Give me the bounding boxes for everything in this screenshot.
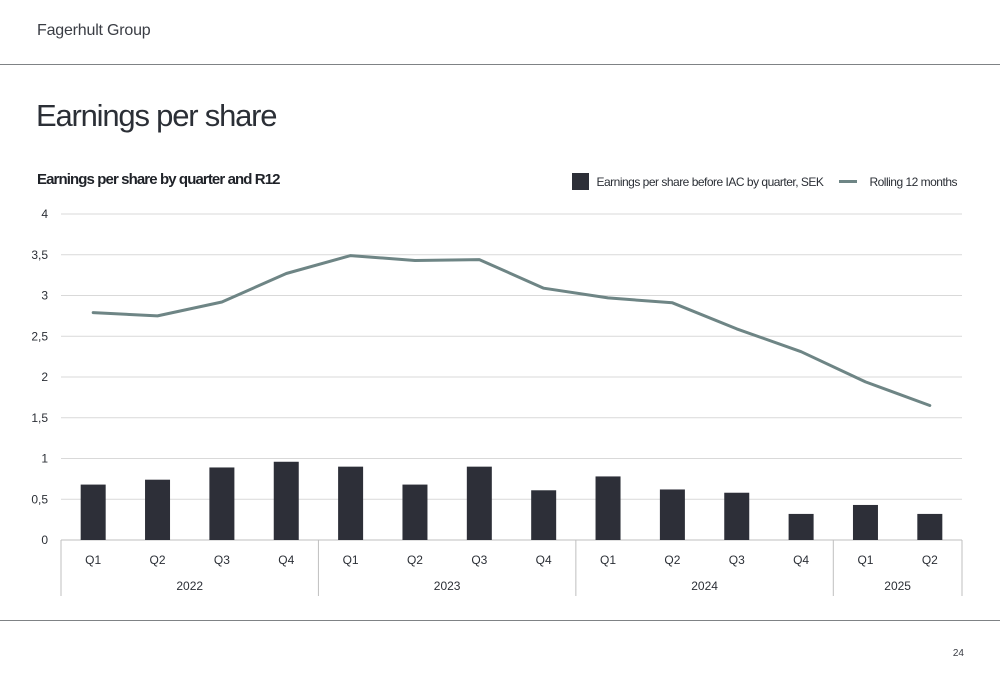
bar [531,490,557,540]
y-tick-label: 1 [41,452,48,466]
bar [724,492,750,540]
y-tick-label: 3,5 [31,248,48,262]
bar [595,476,621,540]
bar [659,489,685,540]
x-tick-label: Q1 [857,553,873,567]
bar [852,504,878,540]
legend-item-bars: Earnings per share before IAC by quarter… [572,173,824,190]
x-tick-label: Q4 [536,553,552,567]
x-tick-label: Q3 [729,553,745,567]
legend-swatch-line [839,180,858,183]
bar [209,467,235,540]
legend-item-line: Rolling 12 months [823,175,957,189]
bar [80,484,106,540]
bottom-rule [0,620,1000,621]
bar [466,466,492,540]
x-tick-label: Q1 [343,553,359,567]
x-tick-label: Q4 [793,553,809,567]
x-tick-label: Q3 [471,553,487,567]
legend-label-line: Rolling 12 months [869,174,957,189]
x-tick-label: Q2 [922,553,938,567]
y-tick-label: 2 [41,370,48,384]
x-tick-label: Q2 [664,553,680,567]
y-tick-label: 1,5 [31,411,48,425]
year-label: 2022 [176,579,203,593]
chart-legend: Earnings per share before IAC by quarter… [572,173,957,190]
chart-subtitle: Earnings per share by quarter and R12 [37,171,281,188]
bar [402,484,428,540]
r12-line [91,254,932,407]
page-number: 24 [952,648,964,659]
page-title: Earnings per share [36,98,278,133]
bar [917,513,943,540]
top-rule [0,64,1000,65]
bar [788,513,814,540]
y-tick-label: 0,5 [31,492,48,506]
legend-swatch-bars [572,173,590,190]
bar [145,479,171,540]
legend-label-bars: Earnings per share before IAC by quarter… [596,174,824,189]
company-name: Fagerhult Group [37,22,151,39]
y-tick-label: 0 [41,533,48,547]
x-tick-label: Q1 [600,553,616,567]
y-tick-label: 2,5 [31,329,48,343]
y-tick-label: 3 [41,289,48,303]
x-tick-label: Q4 [278,553,294,567]
year-label: 2023 [434,579,461,593]
bar [338,466,364,540]
x-tick-label: Q1 [85,553,101,567]
y-tick-label: 4 [41,207,48,221]
year-label: 2025 [884,579,911,593]
year-label: 2024 [691,579,718,593]
x-tick-label: Q2 [150,553,166,567]
x-tick-label: Q3 [214,553,230,567]
x-tick-label: Q2 [407,553,423,567]
bar [273,461,299,540]
chart: 0 0,5 1 1,5 2 2,5 3 3,5 4 Q1 Q2 Q3 Q4 Q1 Q2 Q3 Q4 Q1 Q2 Q3 Q… [31,207,963,596]
